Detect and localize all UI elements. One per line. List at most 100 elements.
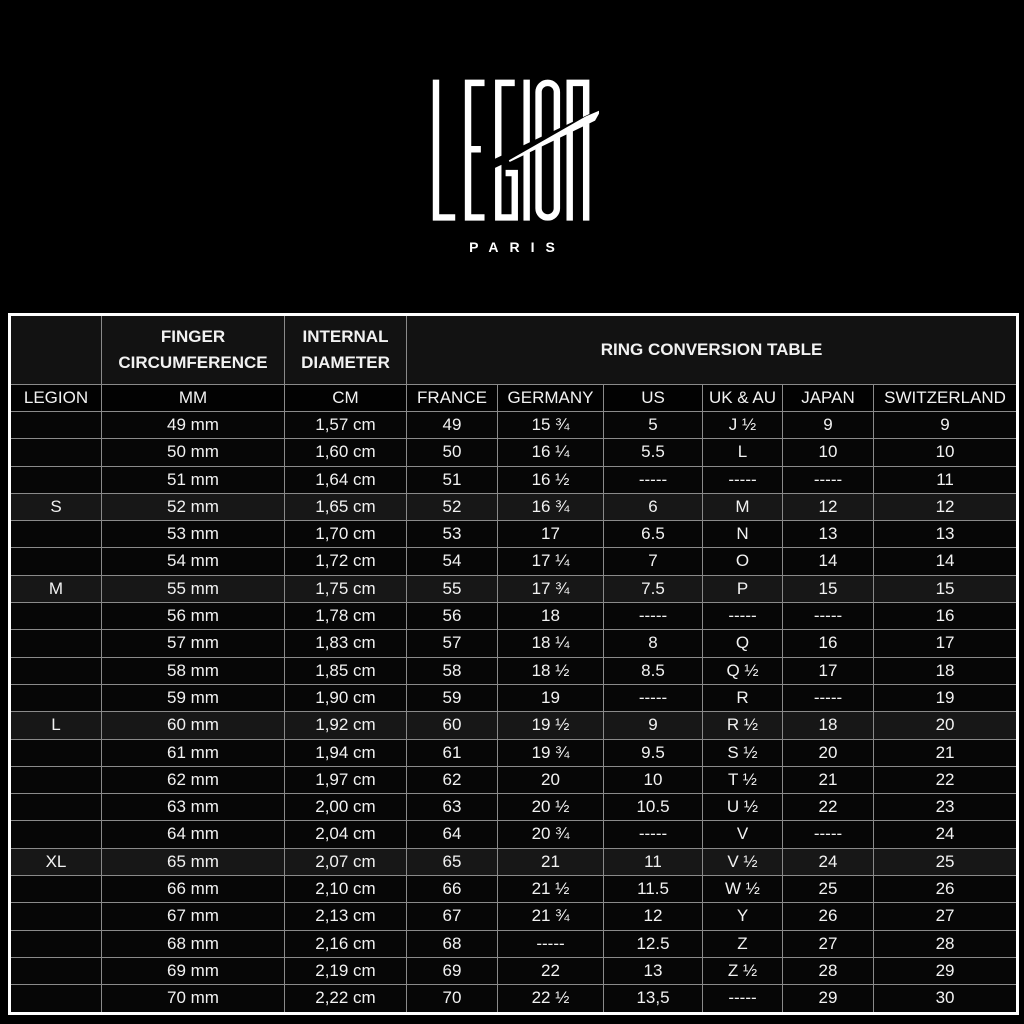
table-row: 53 mm 1,70 cm 53 17 6.5 N 13 13: [9, 520, 1019, 549]
ring-conversion-table: FINGER CIRCUMFERENCE INTERNAL DIAMETER R…: [8, 313, 1020, 1015]
cell-us: 13,5: [603, 984, 703, 1014]
cell-uk-au: Q ½: [702, 656, 783, 685]
cell-germany: 20 ½: [497, 793, 604, 822]
cell-france: 49: [406, 410, 498, 440]
cell-japan: 22: [782, 793, 874, 822]
cell-uk-au: M: [702, 492, 783, 522]
cell-cm: 2,10 cm: [284, 875, 407, 904]
cell-cm: 1,57 cm: [284, 410, 407, 440]
cell-japan: -----: [782, 465, 874, 494]
cell-uk-au: N: [702, 520, 783, 549]
cell-mm: 69 mm: [101, 956, 285, 986]
cell-mm: 63 mm: [101, 793, 285, 822]
cell-uk-au: S ½: [702, 738, 783, 767]
cell-mm: 55 mm: [101, 574, 285, 604]
cell-legion: [9, 520, 102, 549]
cell-switzerland: 19: [872, 683, 1019, 713]
cell-japan: 15: [782, 574, 874, 604]
cell-legion: [9, 656, 102, 685]
cell-mm: 70 mm: [101, 984, 285, 1014]
cell-switzerland: 13: [872, 520, 1019, 549]
cell-mm: 60 mm: [101, 711, 285, 740]
cell-mm: 57 mm: [101, 629, 285, 658]
cell-switzerland: 15: [872, 574, 1019, 604]
cell-france: 64: [406, 820, 498, 849]
cell-germany: 16 ¾: [497, 492, 604, 522]
cell-france: 58: [406, 656, 498, 685]
cell-us: -----: [603, 683, 703, 713]
cell-japan: -----: [782, 602, 874, 631]
cell-germany: 21: [497, 847, 604, 877]
column-header-uk-au: UK & AU: [702, 384, 783, 412]
cell-us: -----: [603, 602, 703, 631]
brand-logo: [425, 72, 599, 232]
cell-us: 12: [603, 902, 703, 931]
column-header-cm: CM: [284, 384, 407, 412]
cell-uk-au: R: [702, 683, 783, 713]
cell-france: 70: [406, 984, 498, 1014]
table-row: 69 mm 2,19 cm 69 22 13 Z ½ 28 29: [9, 956, 1019, 986]
cell-mm: 65 mm: [101, 847, 285, 877]
table-row: 62 mm 1,97 cm 62 20 10 T ½ 21 22: [9, 765, 1019, 795]
cell-japan: 29: [782, 984, 874, 1014]
table-row: 50 mm 1,60 cm 50 16 ¼ 5.5 L 10 10: [9, 438, 1019, 467]
cell-france: 55: [406, 574, 498, 604]
cell-switzerland: 30: [872, 984, 1019, 1014]
column-header-france: FRANCE: [406, 384, 498, 412]
cell-uk-au: -----: [702, 465, 783, 494]
cell-cm: 2,04 cm: [284, 820, 407, 849]
table-row: 54 mm 1,72 cm 54 17 ¼ 7 O 14 14: [9, 547, 1019, 576]
cell-uk-au: J ½: [702, 410, 783, 440]
table-row: 59 mm 1,90 cm 59 19 ----- R ----- 19: [9, 683, 1019, 713]
cell-germany: 22: [497, 956, 604, 986]
cell-mm: 62 mm: [101, 765, 285, 795]
cell-france: 59: [406, 683, 498, 713]
cell-us: 12.5: [603, 929, 703, 958]
cell-legion: [9, 438, 102, 467]
cell-us: 9: [603, 711, 703, 740]
column-header-japan: JAPAN: [782, 384, 874, 412]
cell-cm: 1,85 cm: [284, 656, 407, 685]
cell-japan: -----: [782, 820, 874, 849]
cell-france: 61: [406, 738, 498, 767]
table-row: 68 mm 2,16 cm 68 ----- 12.5 Z 27 28: [9, 929, 1019, 958]
cell-cm: 1,90 cm: [284, 683, 407, 713]
cell-cm: 1,97 cm: [284, 765, 407, 795]
cell-france: 56: [406, 602, 498, 631]
cell-switzerland: 16: [872, 602, 1019, 631]
cell-mm: 68 mm: [101, 929, 285, 958]
cell-uk-au: V ½: [702, 847, 783, 877]
cell-us: 8: [603, 629, 703, 658]
cell-uk-au: R ½: [702, 711, 783, 740]
cell-switzerland: 26: [872, 875, 1019, 904]
cell-germany: 18: [497, 602, 604, 631]
cell-germany: 21 ½: [497, 875, 604, 904]
cell-switzerland: 10: [872, 438, 1019, 467]
cell-france: 60: [406, 711, 498, 740]
cell-switzerland: 11: [872, 465, 1019, 494]
cell-legion: [9, 956, 102, 986]
cell-japan: 26: [782, 902, 874, 931]
cell-cm: 1,78 cm: [284, 602, 407, 631]
cell-cm: 2,00 cm: [284, 793, 407, 822]
cell-cm: 2,16 cm: [284, 929, 407, 958]
cell-mm: 49 mm: [101, 410, 285, 440]
cell-us: 11: [603, 847, 703, 877]
cell-switzerland: 25: [872, 847, 1019, 877]
cell-legion: [9, 738, 102, 767]
cell-us: 7: [603, 547, 703, 576]
cell-japan: 13: [782, 520, 874, 549]
cell-cm: 1,60 cm: [284, 438, 407, 467]
cell-france: 67: [406, 902, 498, 931]
cell-germany: 17 ¾: [497, 574, 604, 604]
cell-uk-au: V: [702, 820, 783, 849]
cell-legion: [9, 902, 102, 931]
cell-mm: 59 mm: [101, 683, 285, 713]
table-row: 64 mm 2,04 cm 64 20 ¾ ----- V ----- 24: [9, 820, 1019, 849]
cell-cm: 2,07 cm: [284, 847, 407, 877]
cell-switzerland: 24: [872, 820, 1019, 849]
cell-legion: [9, 683, 102, 713]
table-title: RING CONVERSION TABLE: [405, 314, 1019, 385]
